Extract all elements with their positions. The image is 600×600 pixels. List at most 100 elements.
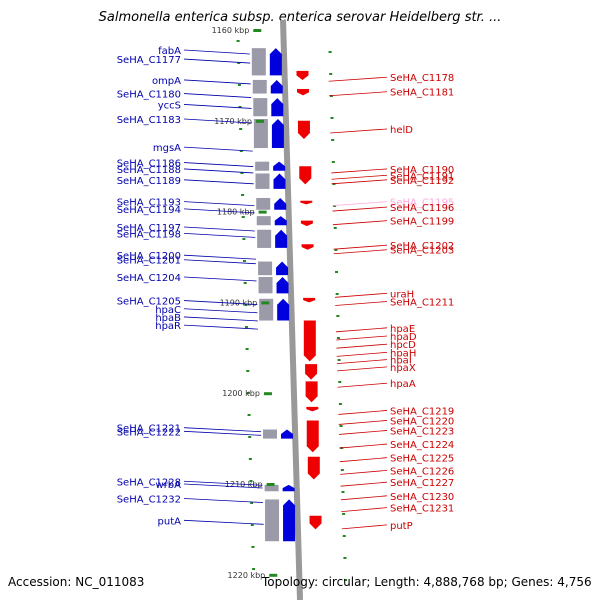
gene-label: hpaR [155,321,181,332]
feature-block [252,79,267,94]
scale-tick [253,29,262,32]
forward-gene-arrow [273,161,286,171]
gene-label: fabA [158,46,181,57]
reverse-gene-arrow [297,89,310,96]
gene-label: hpaI [390,356,412,367]
gene-label: SeHA_C1197 [117,223,181,234]
grid-mark [335,271,339,273]
gene-label: SeHA_C1221 [117,424,181,435]
grid-mark [339,425,343,427]
gene-label: hpaX [390,363,416,374]
gene-label: SeHA_C1189 [117,176,181,187]
gene-label: hpaC [155,305,181,316]
reverse-gene-arrow [309,515,322,530]
gene-leader-line [334,292,388,298]
gene-leader-line [328,76,388,82]
gene-leader-line [335,301,388,306]
forward-gene-arrow [274,216,287,226]
gene-leader-line [341,524,388,530]
gene-leader-line [336,359,388,365]
forward-gene-arrow [275,229,288,248]
gene-label: SeHA_C1178 [390,73,454,84]
gene-leader-line [338,430,388,435]
scale-tick [261,301,270,305]
gene-label: SeHA_C1183 [117,115,181,126]
gene-leader-line [340,481,388,487]
grid-mark [237,62,241,64]
gene-leader-line [333,249,388,255]
feature-block [264,484,279,492]
gene-label: SeHA_C1181 [390,88,454,99]
scale-tick-label: 1220 kbp [228,571,266,580]
gene-label: SeHA_C1193 [117,198,181,209]
reverse-gene-arrow [299,166,312,185]
gene-label: SeHA_C1199 [390,217,454,228]
gene-leader-line [183,430,262,436]
grid-mark [341,491,345,493]
grid-mark [330,117,334,119]
grid-mark [248,458,252,460]
gene-leader-line [332,206,388,212]
grid-mark [243,260,247,262]
gene-label: helD [390,125,413,136]
gene-label: SeHA_C1196 [390,203,454,214]
gene-leader-line [337,366,388,372]
grid-mark [248,436,252,438]
grid-mark [329,95,333,97]
gene-leader-line [183,104,252,109]
grid-mark [334,249,338,251]
gene-leader-line [183,93,252,98]
gene-leader-line [331,174,388,180]
gene-leader-line [183,324,258,330]
gene-label: SeHA_C1200 [117,251,181,262]
gene-leader-line [183,179,254,185]
gene-leader-line [183,208,255,214]
gene-leader-line [336,335,388,341]
reverse-gene-arrow [305,381,318,403]
feature-block [258,276,273,294]
gene-leader-line [183,162,254,167]
grid-mark [245,348,249,350]
grid-mark [337,359,341,361]
gene-leader-line [183,300,258,305]
reverse-gene-arrow [307,456,320,480]
grid-mark [243,282,247,284]
feature-block [265,499,280,542]
gene-leader-line [183,49,250,55]
feature-block [256,197,271,210]
gene-label: SeHA_C1177 [117,55,181,66]
reverse-gene-arrow [306,406,319,412]
gene-label: SeHA_C1190 [390,165,454,176]
grid-mark [333,227,337,229]
gene-leader-line [331,168,388,174]
gene-leader-line [183,226,256,232]
gene-label: SeHA_C1204 [117,273,181,284]
forward-gene-arrow [274,197,287,210]
gene-label: hpaH [390,348,416,359]
gene-leader-line [335,327,388,333]
gene-leader-line [183,146,253,152]
gene-label: SeHA_C1223 [390,426,454,437]
gene-label: hpaD [390,332,417,343]
grid-mark [241,194,245,196]
gene-label: SeHA_C1201 [117,256,181,267]
feature-block [255,173,270,189]
feature-block [253,98,268,117]
grid-mark [336,315,340,317]
grid-mark [239,150,243,152]
gene-label: SeHA_C1231 [390,504,454,515]
scale-tick-label: 1160 kbp [212,26,250,35]
forward-gene-arrow [271,98,284,117]
grid-mark [244,304,248,306]
grid-mark [247,414,251,416]
scale-tick [269,573,278,577]
gene-leader-line [339,443,388,449]
gene-label: putA [158,516,182,527]
gene-leader-line [183,498,264,503]
reverse-gene-arrow [306,420,319,453]
reverse-gene-arrow [305,364,318,380]
gene-leader-line [331,179,388,185]
gene-leader-line [183,483,263,489]
forward-gene-arrow [270,79,283,94]
